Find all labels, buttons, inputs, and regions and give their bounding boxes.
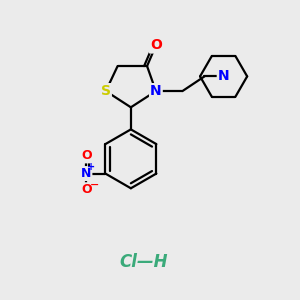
Text: Cl—H: Cl—H: [120, 253, 168, 271]
Text: +: +: [87, 162, 95, 172]
Text: N: N: [218, 69, 230, 83]
Text: S: S: [101, 84, 111, 98]
Text: −: −: [90, 180, 99, 190]
Text: N: N: [150, 84, 162, 98]
Text: O: O: [81, 183, 92, 196]
Text: N: N: [81, 167, 92, 180]
Text: O: O: [150, 38, 162, 52]
Text: O: O: [81, 149, 92, 162]
